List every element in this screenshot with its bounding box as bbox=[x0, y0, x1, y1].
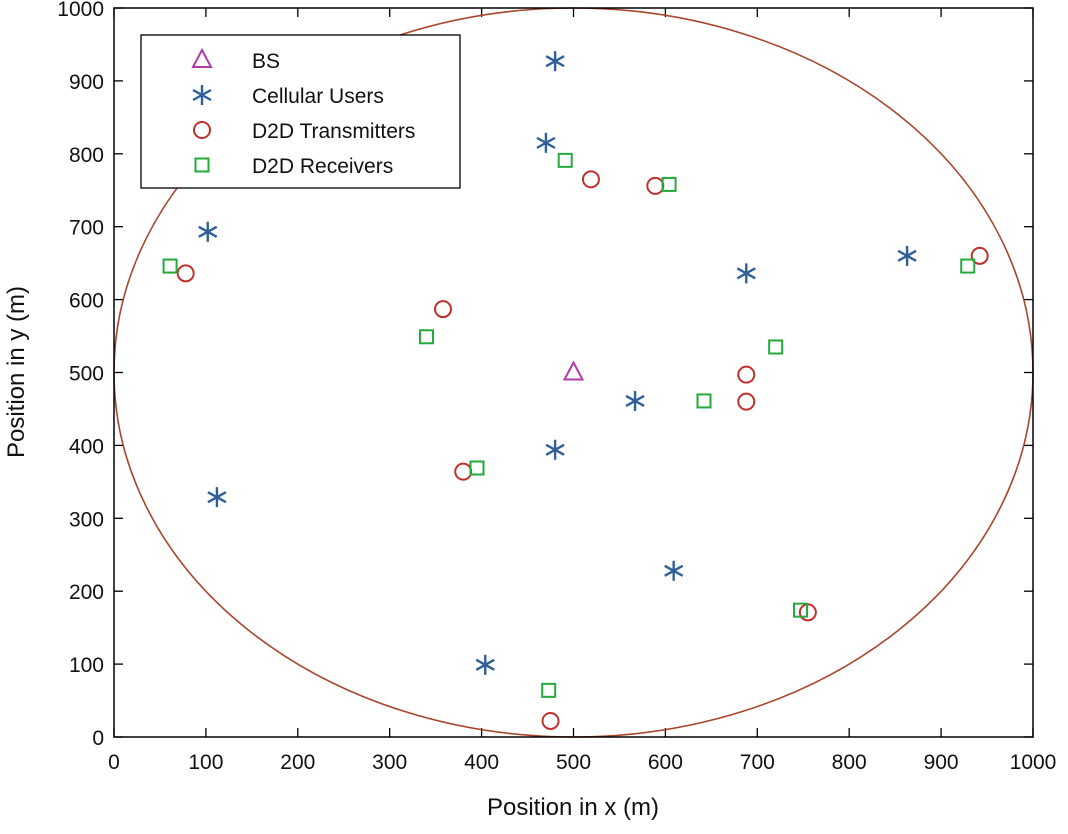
y-tick-label: 600 bbox=[69, 290, 104, 313]
point-asterisk bbox=[664, 560, 684, 581]
legend-label: BS bbox=[252, 50, 280, 73]
point-circle bbox=[434, 300, 453, 319]
point-triangle bbox=[562, 360, 585, 381]
point-square bbox=[792, 602, 808, 618]
x-tick-label: 800 bbox=[832, 751, 867, 774]
point-circle bbox=[737, 365, 756, 384]
legend-label: D2D Receivers bbox=[252, 155, 393, 178]
y-tick-label: 200 bbox=[69, 581, 104, 604]
point-asterisk bbox=[736, 263, 756, 284]
point-square bbox=[960, 258, 976, 274]
point-square bbox=[768, 339, 784, 355]
x-tick-label: 600 bbox=[648, 751, 683, 774]
x-tick-label: 100 bbox=[188, 751, 223, 774]
point-circle bbox=[541, 711, 560, 730]
x-tick-label: 0 bbox=[108, 751, 120, 774]
point-square bbox=[661, 176, 677, 192]
y-tick-label: 900 bbox=[69, 71, 104, 94]
point-asterisk bbox=[536, 132, 556, 153]
point-square bbox=[469, 460, 485, 476]
plot-frame bbox=[113, 7, 1034, 738]
point-circle bbox=[454, 462, 473, 481]
legend-asterisk-icon bbox=[192, 85, 212, 105]
x-axis-label: Position in x (m) bbox=[487, 794, 659, 821]
point-asterisk bbox=[207, 487, 227, 508]
point-asterisk bbox=[475, 654, 495, 675]
point-circle bbox=[646, 176, 665, 195]
data-points bbox=[162, 51, 989, 730]
legend-label: D2D Transmitters bbox=[252, 120, 415, 143]
point-circle bbox=[581, 170, 600, 189]
legend-circle-icon bbox=[193, 121, 211, 139]
point-asterisk bbox=[897, 245, 917, 266]
x-tick-label: 900 bbox=[924, 751, 959, 774]
point-asterisk bbox=[545, 51, 565, 72]
y-tick-label: 400 bbox=[69, 435, 104, 458]
point-square bbox=[162, 258, 178, 274]
y-tick-label: 500 bbox=[69, 363, 104, 386]
legend-square-icon bbox=[194, 157, 210, 173]
axis-ticks: 0 100 200 300 400 500 600 700 800 900 1000 0 100 200 3… bbox=[57, 0, 1056, 774]
y-tick-label: 0 bbox=[92, 727, 104, 750]
x-tick-label: 1000 bbox=[1010, 751, 1057, 774]
point-square bbox=[557, 152, 573, 168]
legend-triangle-icon bbox=[191, 47, 213, 68]
point-asterisk bbox=[198, 221, 218, 242]
point-asterisk bbox=[625, 390, 645, 411]
point-square bbox=[696, 393, 712, 409]
point-circle bbox=[176, 264, 195, 283]
y-tick-label: 300 bbox=[69, 508, 104, 531]
point-circle bbox=[970, 246, 989, 265]
point-asterisk bbox=[545, 439, 565, 460]
y-tick-label: 100 bbox=[69, 654, 104, 677]
point-circle bbox=[737, 392, 756, 411]
x-tick-label: 500 bbox=[556, 751, 591, 774]
x-tick-label: 300 bbox=[372, 751, 407, 774]
x-tick-label: 200 bbox=[280, 751, 315, 774]
y-tick-label: 1000 bbox=[57, 0, 104, 21]
legend-label: Cellular Users bbox=[252, 85, 384, 108]
y-tick-label: 700 bbox=[69, 217, 104, 240]
x-tick-label: 400 bbox=[464, 751, 499, 774]
legend: BS Cellular Users D2D Transmitters D2D Rece… bbox=[140, 34, 461, 189]
x-tick-label: 700 bbox=[740, 751, 775, 774]
y-axis-label: Position in y (m) bbox=[3, 286, 30, 458]
point-square bbox=[418, 329, 434, 345]
y-tick-label: 800 bbox=[69, 144, 104, 167]
point-square bbox=[541, 682, 557, 698]
legend-box bbox=[140, 34, 461, 189]
